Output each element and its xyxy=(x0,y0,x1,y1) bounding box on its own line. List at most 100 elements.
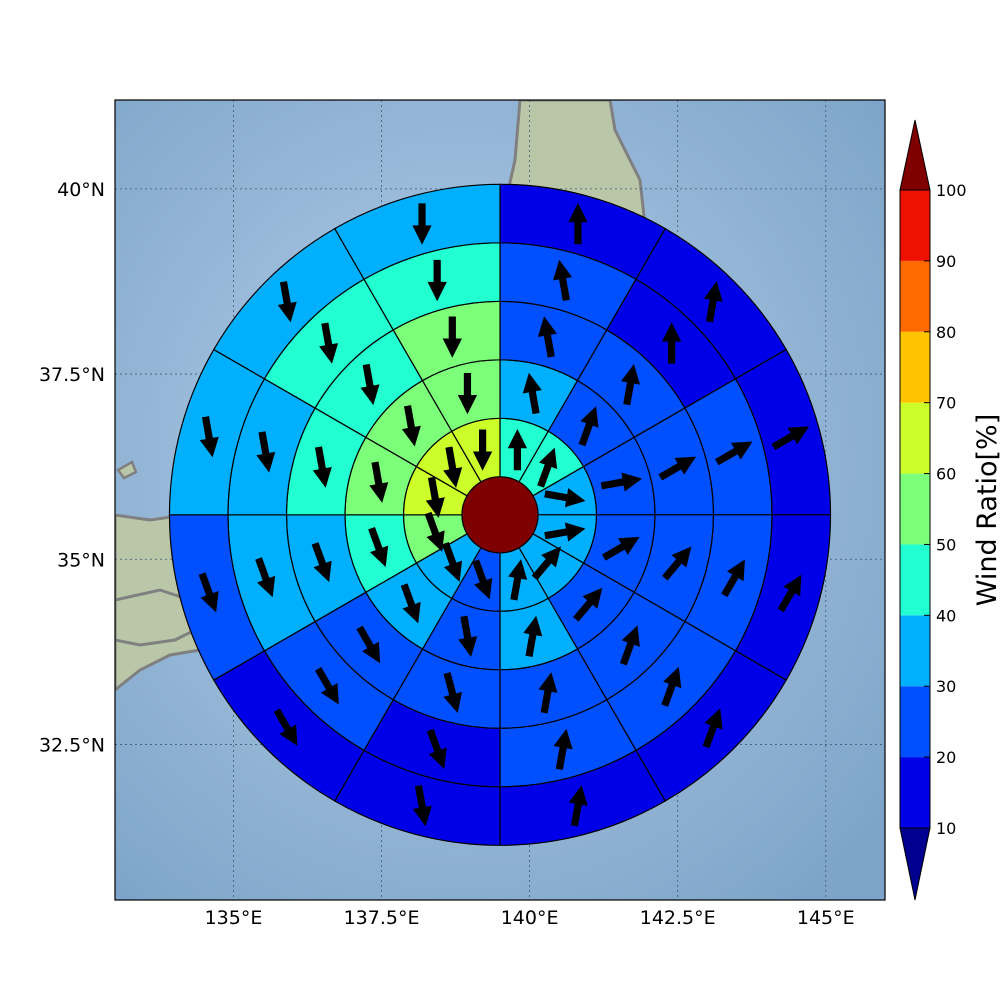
wind-arrow xyxy=(273,708,298,746)
wind-arrow xyxy=(573,587,603,622)
wind-arrow xyxy=(508,559,528,601)
wind-arrow xyxy=(578,406,599,447)
wind-arrow xyxy=(621,363,641,406)
wind-arrow xyxy=(443,672,463,713)
wind-arrow xyxy=(277,281,297,323)
colorbar-tick-label: 40 xyxy=(936,606,956,625)
colorbar-title: Wind Ratio[%] xyxy=(972,414,1000,606)
wind-arrow xyxy=(537,447,558,488)
wind-arrow xyxy=(256,431,276,473)
wind-arrows xyxy=(198,202,810,827)
wind-arrow xyxy=(777,574,802,613)
colorbar-tick-label: 90 xyxy=(936,252,956,271)
colorbar-under-extension xyxy=(899,827,931,901)
wind-arrow xyxy=(457,372,478,415)
wind-arrow xyxy=(523,615,543,657)
longitude-tick-labels: 135°E 137.5°E 140°E 142.5°E 145°E xyxy=(205,907,855,929)
colorbar-band xyxy=(900,686,930,758)
colorbar-band xyxy=(900,757,930,828)
wind-arrow xyxy=(553,259,573,302)
wind-arrow xyxy=(442,316,462,358)
wind-arrow xyxy=(312,446,332,488)
colorbar-tick-label: 30 xyxy=(936,677,956,696)
lon-tick-label: 137.5°E xyxy=(344,907,420,929)
wind-arrow xyxy=(507,428,528,471)
wind-arrow xyxy=(544,488,586,508)
colorbar-band xyxy=(900,615,930,687)
lat-tick-label: 35°N xyxy=(57,549,105,571)
wind-arrow xyxy=(255,557,276,598)
wind-arrow xyxy=(600,472,643,492)
wind-arrow xyxy=(662,322,682,364)
wind-arrow xyxy=(702,708,723,749)
wind-arrow xyxy=(425,476,445,518)
colorbar-tick-label: 50 xyxy=(936,535,956,554)
wind-arrow xyxy=(315,666,339,705)
colorbar-band xyxy=(900,331,930,403)
colorbar-band xyxy=(900,402,930,474)
wind-arrow xyxy=(412,203,432,245)
wind-arrow xyxy=(771,426,810,451)
lon-tick-label: 135°E xyxy=(205,907,263,929)
wind-arrow xyxy=(412,785,432,827)
wind-arrow xyxy=(424,511,445,552)
colorbar-tick-label: 70 xyxy=(936,394,956,413)
wind-arrow xyxy=(537,316,557,358)
wind-arrow xyxy=(538,672,558,714)
colorbar-band xyxy=(900,190,930,261)
wind-arrow xyxy=(401,405,421,447)
colorbar-over-extension xyxy=(899,119,931,191)
wind-arrow xyxy=(368,526,389,567)
wind-arrow xyxy=(311,542,332,583)
colorbar-tick-label: 60 xyxy=(936,465,956,484)
wind-arrow xyxy=(356,625,381,664)
lon-tick-label: 145°E xyxy=(797,907,855,929)
wind-arrow xyxy=(400,583,421,624)
wind-arrow xyxy=(721,559,745,598)
lat-tick-label: 37.5°N xyxy=(39,364,105,386)
wind-arrow xyxy=(199,416,219,458)
wind-arrow xyxy=(522,372,542,415)
colorbar-band xyxy=(900,260,930,332)
colorbar-tick-label: 10 xyxy=(936,819,956,838)
wind-arrow xyxy=(662,546,692,581)
wind-arrow xyxy=(601,536,640,561)
wind-arrow xyxy=(661,666,682,707)
wind-arrow xyxy=(427,259,447,302)
wind-arrow xyxy=(319,322,339,364)
wind-arrow xyxy=(553,728,573,771)
axes-frame xyxy=(114,99,886,901)
lat-tick-label: 40°N xyxy=(57,179,105,201)
wind-arrow xyxy=(715,441,753,466)
wind-arrow xyxy=(568,202,588,245)
lon-tick-label: 142.5°E xyxy=(640,907,716,929)
map-axes xyxy=(114,99,886,901)
wind-arrow xyxy=(472,429,493,471)
center-cell xyxy=(461,476,539,554)
wind-arrow xyxy=(458,615,478,657)
islet-land xyxy=(116,460,138,480)
lat-tick-label: 32.5°N xyxy=(39,734,105,756)
wind-arrow xyxy=(369,461,389,503)
wind-arrow xyxy=(658,456,697,481)
colorbar: 10 20 30 40 50 60 70 80 90 100 Wind Ratio[%] xyxy=(899,119,1000,901)
colorbar-tick-label: 100 xyxy=(936,181,967,200)
wind-arrow xyxy=(531,546,561,581)
wind-arrow xyxy=(198,572,219,613)
colorbar-frame xyxy=(899,189,931,829)
wind-arrow xyxy=(472,559,493,600)
wind-arrow xyxy=(619,625,640,666)
latitude-tick-labels: 40°N 37.5°N 35°N 32.5°N xyxy=(39,179,105,757)
wind-arrow xyxy=(544,522,586,542)
colorbar-band xyxy=(900,544,930,616)
lon-tick-label: 140°E xyxy=(501,907,559,929)
wind-arrow xyxy=(360,363,380,406)
wind-arrow xyxy=(568,785,588,827)
colorbar-tick-label: 80 xyxy=(936,323,956,342)
wind-arrow xyxy=(426,728,447,769)
wind-ratio-grid xyxy=(168,183,832,846)
colorbar-band xyxy=(900,473,930,545)
colorbar-tick-label: 20 xyxy=(936,748,956,767)
wind-arrow xyxy=(443,446,463,488)
